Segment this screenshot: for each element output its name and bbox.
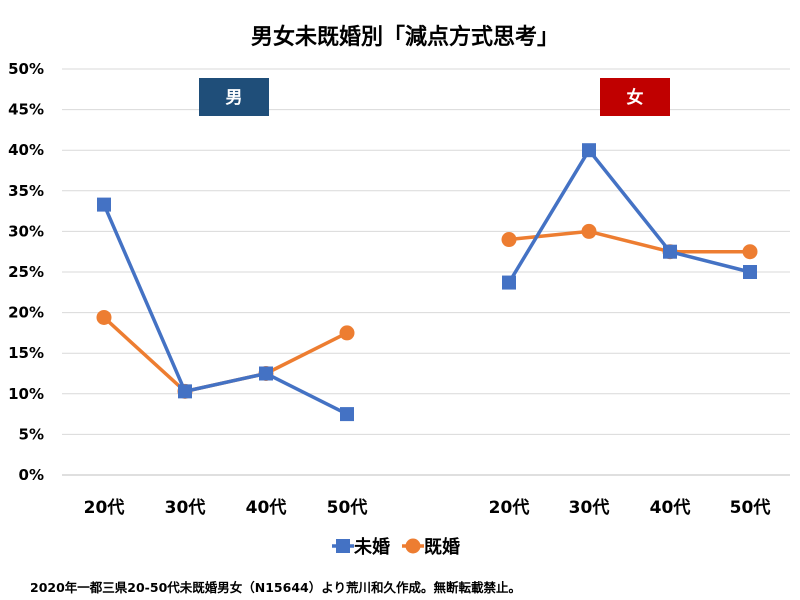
y-tick-label: 10% xyxy=(8,385,44,403)
data-point xyxy=(178,384,192,399)
panel-label: 女 xyxy=(627,87,644,108)
y-tick-label: 30% xyxy=(8,222,44,240)
x-category-label: 50代 xyxy=(327,497,368,518)
x-category-label: 40代 xyxy=(246,497,287,518)
panel-label-box xyxy=(199,78,269,116)
data-point xyxy=(582,143,596,158)
x-category-label: 30代 xyxy=(569,497,610,518)
legend-marker xyxy=(336,539,350,553)
y-tick-label: 5% xyxy=(19,425,44,443)
data-point xyxy=(340,407,354,422)
data-point xyxy=(501,232,517,248)
y-axis-ticks: 0% 5% 10% 15% 20% 25% 30% 35% 40% 45% 50% xyxy=(8,60,44,484)
series-line-男-未婚 xyxy=(102,203,348,416)
y-tick-label: 0% xyxy=(19,466,44,484)
y-tick-label: 45% xyxy=(8,101,44,119)
panel-label: 男 xyxy=(226,88,243,108)
data-point xyxy=(581,223,597,239)
y-tick-label: 25% xyxy=(8,263,44,281)
data-point xyxy=(96,309,112,325)
data-point xyxy=(259,366,273,381)
y-tick-label: 40% xyxy=(8,141,44,159)
panel-label-box xyxy=(600,78,670,116)
panel-labels: 男女 xyxy=(199,78,670,116)
x-category-label: 30代 xyxy=(165,497,206,518)
y-tick-label: 20% xyxy=(8,304,44,322)
gridlines xyxy=(62,68,790,476)
legend-marker xyxy=(405,538,421,554)
y-tick-label: 15% xyxy=(8,344,44,362)
data-point xyxy=(502,275,516,290)
chart-title: 男女未既婚別「減点方式思考」 xyxy=(251,24,559,50)
legend-label: 既婚 xyxy=(424,536,460,558)
legend-label: 未婚 xyxy=(354,536,390,558)
x-category-label: 20代 xyxy=(489,497,530,518)
x-category-label: 50代 xyxy=(730,497,771,518)
footnote: 2020年一都三県20-50代未既婚男女（N15644）より荒川和久作成。無断転… xyxy=(30,580,521,595)
data-point xyxy=(743,265,757,279)
series-line-女-未婚 xyxy=(507,148,751,284)
y-tick-label: 35% xyxy=(8,182,44,200)
data-point xyxy=(339,325,355,341)
data-point xyxy=(663,244,677,259)
series-line-男-既婚 xyxy=(102,316,348,394)
x-category-label: 40代 xyxy=(650,497,691,518)
data-point xyxy=(742,244,758,260)
series-line-女-既婚 xyxy=(508,229,750,254)
x-category-label: 20代 xyxy=(84,497,125,518)
legend: 未婚 既婚 xyxy=(332,536,460,558)
data-point xyxy=(97,197,111,212)
y-tick-label: 50% xyxy=(8,60,44,78)
x-axis-categories: 20代 30代 40代 50代 20代 30代 40代 50代 xyxy=(84,497,771,518)
series-layer xyxy=(96,143,758,422)
